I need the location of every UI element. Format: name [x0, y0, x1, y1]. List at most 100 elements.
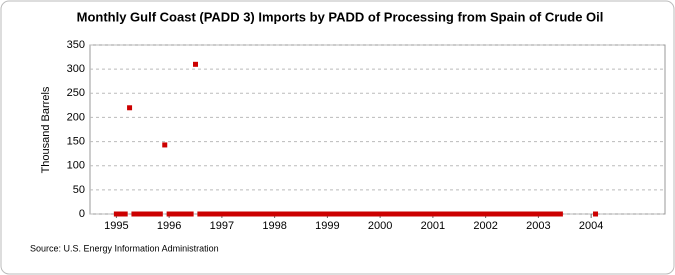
point [228, 211, 234, 217]
point [215, 211, 221, 217]
point [404, 211, 410, 217]
point [289, 211, 295, 217]
point [302, 211, 308, 217]
point [386, 211, 392, 217]
y-tick-label: 100 [67, 160, 85, 172]
point [219, 211, 225, 217]
x-tick-label: 1997 [210, 220, 234, 232]
point [505, 211, 511, 217]
point [518, 211, 524, 217]
point [382, 211, 388, 217]
y-tick-label: 50 [73, 184, 85, 196]
point [474, 211, 480, 217]
point [232, 211, 238, 217]
point [193, 61, 199, 67]
point [236, 211, 242, 217]
point [439, 211, 445, 217]
point [434, 211, 440, 217]
y-tick-label: 150 [67, 135, 85, 147]
point [421, 211, 427, 217]
point [509, 211, 515, 217]
point [496, 211, 502, 217]
point [412, 211, 418, 217]
point [272, 211, 278, 217]
point [469, 211, 475, 217]
point [465, 211, 471, 217]
point [342, 211, 348, 217]
y-tick-label: 200 [67, 111, 85, 123]
chart-title: Monthly Gulf Coast (PADD 3) Imports by P… [77, 9, 604, 24]
point [461, 211, 467, 217]
point [324, 211, 330, 217]
point [443, 211, 449, 217]
point [254, 211, 260, 217]
x-tick-label: 2003 [526, 220, 550, 232]
x-tick-label: 2000 [368, 220, 392, 232]
point [118, 211, 124, 217]
point [223, 211, 229, 217]
point [135, 211, 141, 217]
y-tick-label: 300 [67, 63, 85, 75]
point [544, 211, 550, 217]
point [426, 211, 432, 217]
point [113, 211, 119, 217]
x-tick-label: 1995 [104, 220, 128, 232]
point [307, 211, 313, 217]
point [144, 211, 150, 217]
point [368, 211, 374, 217]
point [373, 211, 379, 217]
point [241, 211, 247, 217]
point [258, 211, 264, 217]
x-tick-label: 1996 [157, 220, 181, 232]
point [513, 211, 519, 217]
point [535, 211, 541, 217]
point [280, 211, 286, 217]
x-tick-label: 2004 [579, 220, 603, 232]
point [333, 211, 339, 217]
point [276, 211, 282, 217]
point [122, 211, 128, 217]
point [140, 211, 146, 217]
point [491, 211, 497, 217]
point [553, 211, 559, 217]
point [316, 211, 322, 217]
point [179, 211, 185, 217]
point [188, 211, 194, 217]
point [267, 211, 273, 217]
point [355, 211, 361, 217]
point [131, 211, 137, 217]
source: Source: U.S. Energy Information Administ… [30, 243, 219, 253]
point [399, 211, 405, 217]
point [153, 211, 159, 217]
x-tick-label: 2001 [421, 220, 445, 232]
point [360, 211, 366, 217]
x-tick-label: 2002 [473, 220, 497, 232]
point [531, 211, 537, 217]
y-tick-label: 250 [67, 87, 85, 99]
point [298, 211, 304, 217]
point [329, 211, 335, 217]
point [522, 211, 528, 217]
point [549, 211, 555, 217]
plot-area [89, 44, 666, 215]
point [487, 211, 493, 217]
point [184, 211, 190, 217]
point [364, 211, 370, 217]
point [201, 211, 207, 217]
y-tick-label: 350 [67, 39, 85, 51]
y-axis-label: Thousand Barrels [40, 86, 52, 173]
point [408, 211, 414, 217]
x-tick-label: 1998 [262, 220, 286, 232]
point [527, 211, 533, 217]
point [162, 142, 168, 148]
point [500, 211, 506, 217]
point [452, 211, 458, 217]
point [377, 211, 383, 217]
point [351, 211, 357, 217]
point [245, 211, 251, 217]
x-tick-label: 1999 [315, 220, 339, 232]
point [483, 211, 489, 217]
point [263, 211, 269, 217]
